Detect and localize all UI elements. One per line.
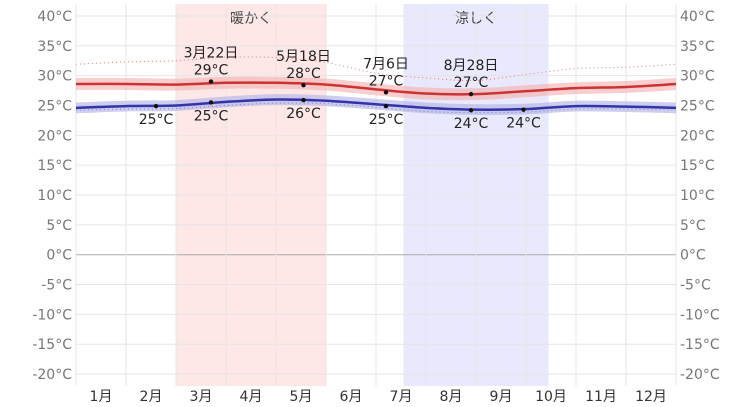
- annotation-point: [301, 97, 306, 103]
- annotation-date: 5月18日: [276, 49, 331, 65]
- series-line-upper-extreme: [75, 56, 677, 82]
- y-tick-label: 0°C: [680, 248, 706, 264]
- annotation-point: [153, 103, 159, 109]
- series-line-lower-extreme: [75, 102, 677, 114]
- month-label: 2月: [140, 389, 163, 405]
- y-tick-label: 25°C: [37, 98, 72, 114]
- y-tick-label: 20°C: [680, 128, 715, 144]
- y-tick-label: 10°C: [37, 188, 72, 204]
- y-tick-label: -10°C: [32, 307, 72, 323]
- month-label: 1月: [90, 389, 113, 405]
- annotation-point: [301, 82, 306, 88]
- month-label: 11月: [585, 389, 617, 405]
- month-label: 8月: [440, 389, 463, 405]
- month-label: 9月: [490, 389, 513, 405]
- annotation-point: [383, 90, 389, 95]
- annotation-temp: 27°C: [369, 73, 404, 89]
- annotation-point: [468, 108, 474, 113]
- y-tick-label: 20°C: [37, 128, 72, 144]
- annotation-point: [208, 79, 214, 84]
- y-tick-label: -20°C: [32, 367, 72, 383]
- y-tick-label: 25°C: [680, 98, 715, 114]
- y-tick-label: 10°C: [680, 188, 715, 204]
- annotation-date: 3月22日: [184, 46, 239, 62]
- month-label: 6月: [340, 389, 363, 405]
- y-tick-label: 15°C: [37, 158, 72, 174]
- annotation-date: 8月28日: [444, 58, 499, 74]
- y-tick-label: -20°C: [680, 367, 720, 383]
- y-tick-label: 0°C: [46, 248, 72, 264]
- y-tick-label: 15°C: [680, 158, 715, 174]
- annotation-temp: 24°C: [454, 116, 489, 132]
- month-label: 3月: [190, 389, 213, 405]
- annotation-date: 7月6日: [363, 56, 409, 72]
- series-lines: [75, 56, 677, 114]
- annotation-point: [383, 103, 389, 109]
- y-tick-label: 40°C: [680, 9, 715, 25]
- annotation-temp: 29°C: [194, 63, 229, 79]
- y-tick-label: 35°C: [680, 39, 715, 55]
- x-axis-months: 1月 2月 3月 4月 5月 6月 7月 8月 9月 10月 11月 12月: [90, 389, 667, 405]
- annotation-temp: 25°C: [194, 108, 229, 124]
- y-tick-label: 5°C: [46, 218, 72, 234]
- y-tick-label: 35°C: [37, 39, 72, 55]
- annotation-temp: 25°C: [139, 112, 174, 128]
- month-label: 10月: [535, 389, 567, 405]
- y-tick-label: 5°C: [680, 218, 706, 234]
- annotation-temp: 24°C: [506, 116, 541, 132]
- annotation-point: [468, 91, 474, 97]
- y-axis-left: 40°C 35°C 30°C 25°C 20°C 15°C 10°C 5°C 0°C -5°C -1…: [32, 9, 72, 383]
- month-label: 12月: [635, 389, 667, 405]
- month-label: 7月: [390, 389, 413, 405]
- annotation-temp: 26°C: [286, 106, 321, 122]
- y-tick-label: 30°C: [680, 69, 715, 85]
- y-tick-label: -15°C: [32, 337, 72, 353]
- annotation-temp: 25°C: [369, 112, 404, 128]
- annotation-point: [208, 100, 214, 105]
- y-tick-label: 30°C: [37, 69, 72, 85]
- annotation-temp: 27°C: [454, 75, 489, 91]
- y-axis-right: 40°C 35°C 30°C 25°C 20°C 15°C 10°C 5°C 0°C -5°C -1…: [680, 9, 720, 383]
- y-tick-label: -5°C: [41, 278, 72, 294]
- y-tick-label: -5°C: [680, 278, 711, 294]
- y-tick-label: -10°C: [680, 307, 720, 323]
- month-label: 4月: [240, 389, 263, 405]
- y-tick-label: -15°C: [680, 337, 720, 353]
- annotation-point: [521, 107, 526, 112]
- series-line-low: [75, 98, 677, 111]
- month-label: 5月: [290, 389, 313, 405]
- series-line-high: [75, 81, 677, 96]
- annotation-temp: 28°C: [286, 66, 321, 82]
- y-tick-label: 40°C: [37, 9, 72, 25]
- season-label: 暖かく: [230, 11, 272, 27]
